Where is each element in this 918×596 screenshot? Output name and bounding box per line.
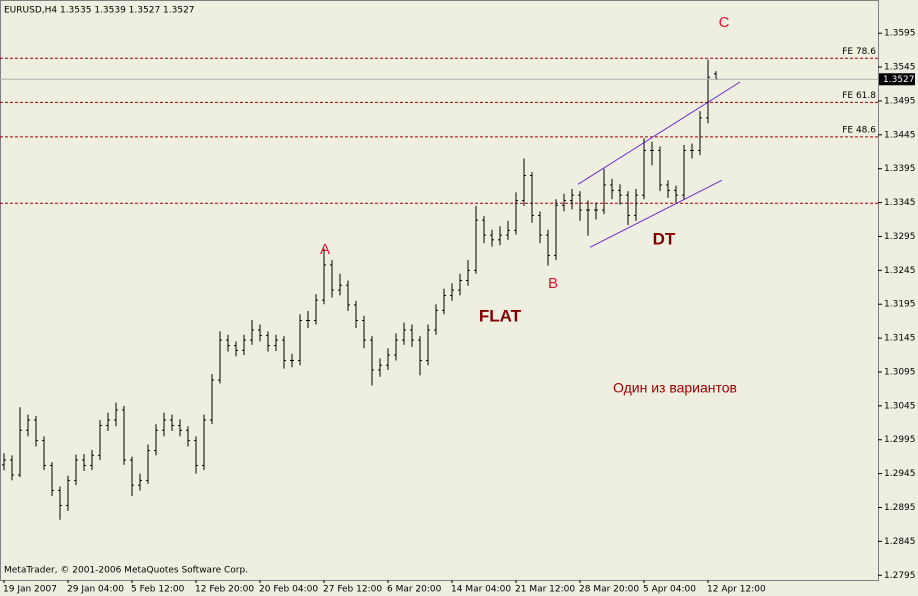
y-tick-label: 1.3545 — [884, 63, 916, 73]
y-tick-label: 1.2845 — [884, 537, 916, 547]
y-tick-label: 1.3445 — [884, 130, 916, 140]
current-price-box — [879, 73, 915, 86]
trendline — [577, 81, 741, 185]
x-tick-label: 20 Feb 04:00 — [259, 585, 318, 595]
level-label: FE 78.6 — [842, 47, 876, 57]
annotation: Один из вариантов — [613, 380, 737, 396]
y-tick-label: 1.3595 — [884, 29, 916, 39]
y-tick-label: 1.3295 — [884, 232, 916, 242]
annotation: B — [548, 275, 558, 292]
y-tick-label: 1.3245 — [884, 266, 916, 276]
y-tick-label: 1.3345 — [884, 198, 916, 208]
y-tick-label: 1.2795 — [884, 571, 916, 581]
x-tick-label: 29 Jan 04:00 — [67, 585, 124, 595]
y-tick-label: 1.3145 — [884, 334, 916, 344]
x-tick-label: 28 Mar 20:00 — [579, 585, 639, 595]
x-tick-label: 12 Apr 12:00 — [707, 585, 766, 595]
y-tick-label: 1.3495 — [884, 96, 916, 106]
y-tick-label: 1.3395 — [884, 164, 916, 174]
x-tick-label: 21 Mar 12:00 — [515, 585, 575, 595]
copyright: MetaTrader, © 2001-2006 MetaQuotes Softw… — [4, 566, 248, 576]
annotation: DT — [653, 229, 676, 248]
annotation: A — [320, 241, 330, 258]
level-label: FE 61.8 — [842, 91, 876, 101]
y-tick-label: 1.2895 — [884, 503, 916, 513]
y-tick-label: 1.3195 — [884, 300, 916, 310]
y-tick-label: 1.3095 — [884, 367, 916, 377]
x-tick-label: 5 Feb 12:00 — [131, 585, 185, 595]
annotation: FLAT — [479, 306, 522, 325]
x-tick-label: 19 Jan 2007 — [3, 585, 57, 595]
y-tick-label: 1.3045 — [884, 401, 916, 411]
x-tick-label: 5 Apr 04:00 — [643, 585, 696, 595]
x-tick-label: 27 Feb 12:00 — [323, 585, 382, 595]
y-tick-label: 1.2945 — [884, 469, 916, 479]
chart-title: EURUSD,H4 1.3535 1.3539 1.3527 1.3527 — [4, 6, 195, 16]
x-tick-label: 6 Mar 20:00 — [387, 585, 442, 595]
level-label: FE 48.6 — [842, 125, 876, 135]
x-tick-label: 12 Feb 20:00 — [195, 585, 254, 595]
trendline — [589, 179, 723, 248]
current-price-label: 1.3527 — [883, 75, 915, 85]
y-tick-label: 1.2995 — [884, 435, 916, 445]
plot-frame — [0, 0, 879, 581]
x-tick-label: 14 Mar 04:00 — [451, 585, 511, 595]
annotation: C — [719, 14, 730, 31]
